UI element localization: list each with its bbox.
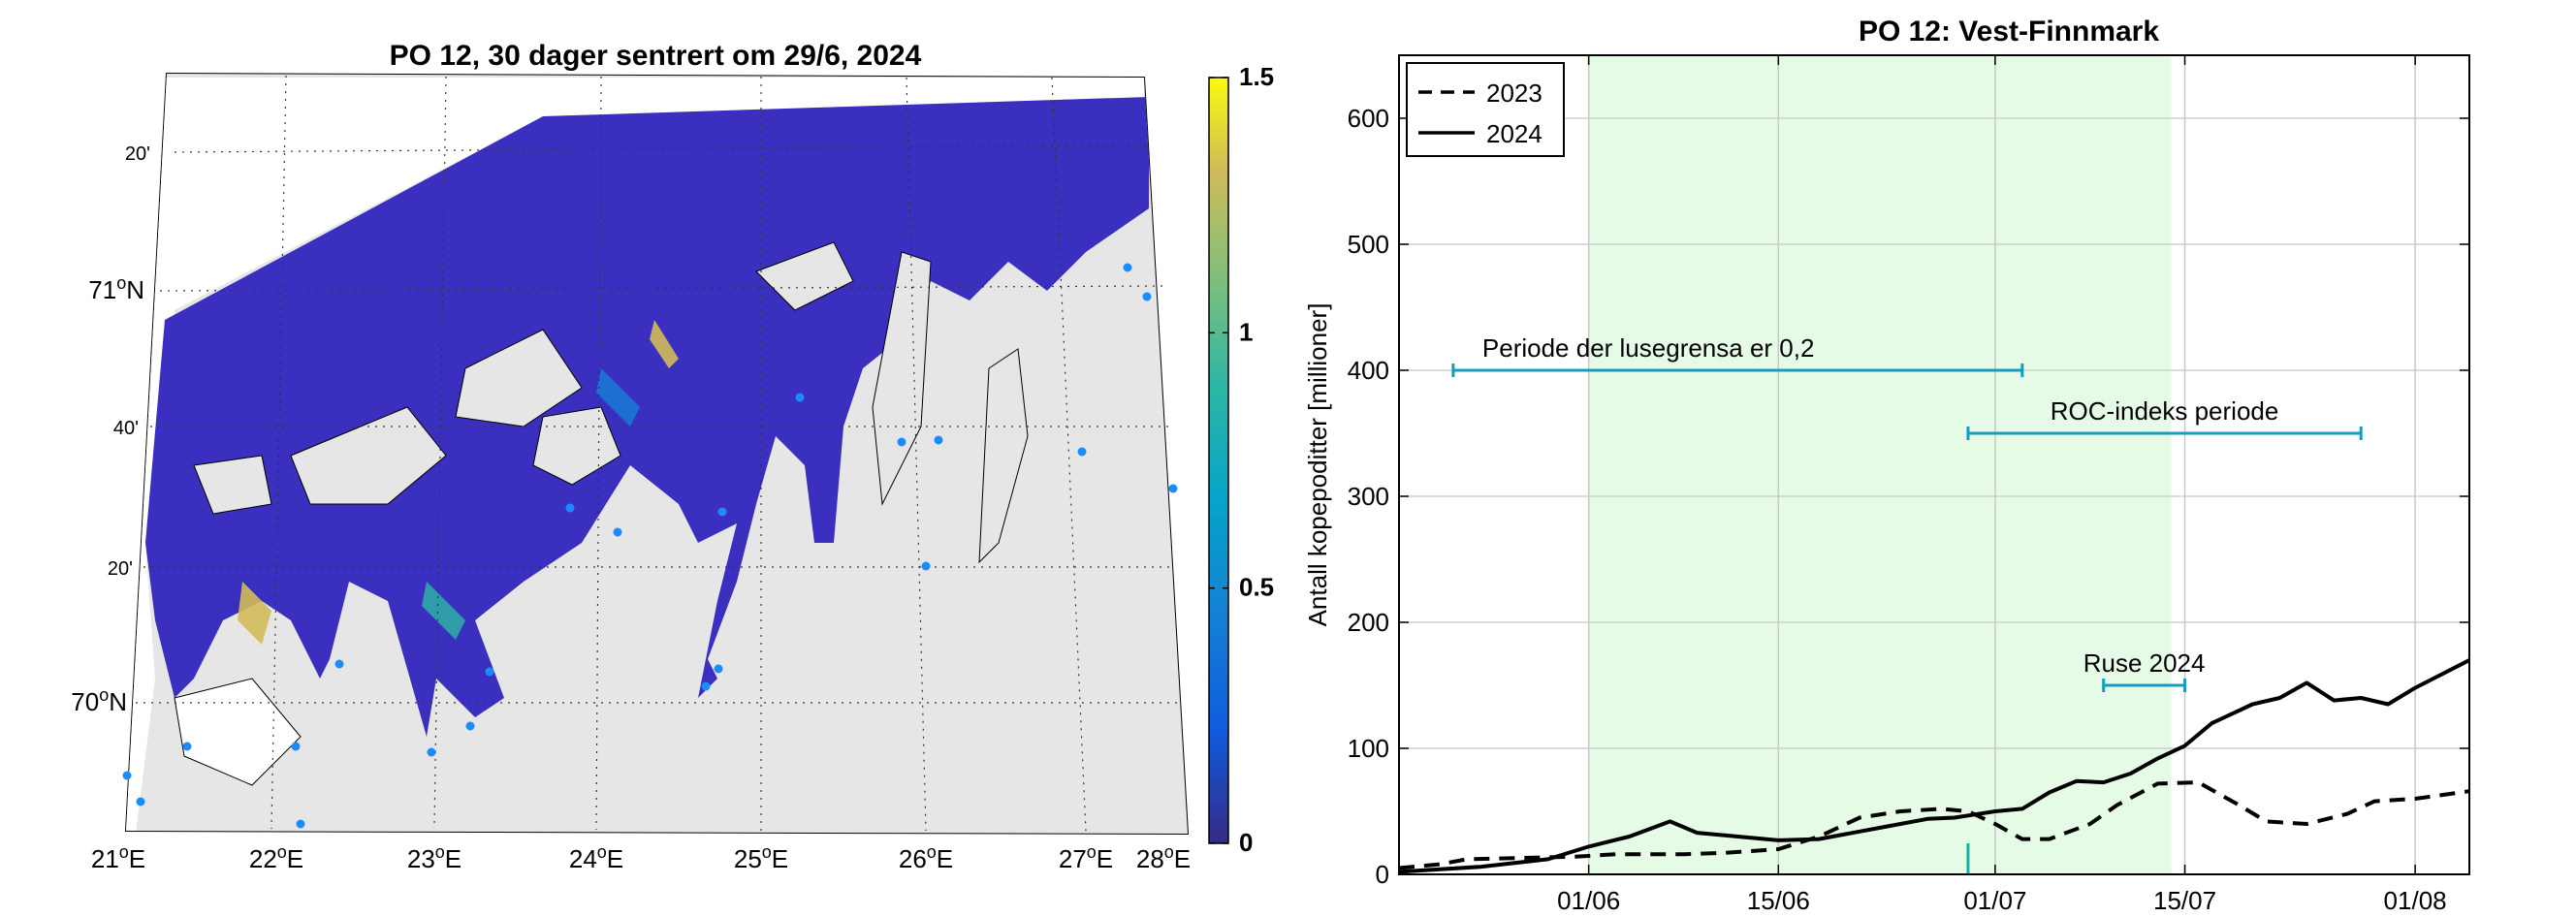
legend: 2023 2024 bbox=[1406, 62, 1565, 157]
fjord-high-value bbox=[650, 320, 679, 368]
y-axis-label: Antall kopepoditter [millioner] bbox=[1303, 303, 1332, 627]
lon-tick-label: 25oE bbox=[734, 842, 788, 873]
degree-symbol: o bbox=[116, 273, 126, 293]
series-line-2024 bbox=[1398, 658, 2470, 874]
map-chart: PO 12, 30 dager sentrert om 29/6, 2024 bbox=[71, 40, 1274, 873]
lat-tick-label: 20' bbox=[125, 143, 150, 165]
degree-symbol: o bbox=[277, 842, 287, 862]
colorbar-tick-label: 0 bbox=[1239, 828, 1253, 857]
y-tick-label: 100 bbox=[1348, 734, 1389, 763]
outer-sea bbox=[126, 78, 1144, 834]
lon-tick-labels: 21oE 22oE 23oE 24oE 25oE 26oE 27oE 28oE bbox=[91, 842, 1191, 873]
colorbar-tick-label: 1.5 bbox=[1239, 62, 1274, 91]
lat-tick-label: 70oN bbox=[71, 685, 127, 716]
period-annotation: Periode der lusegrensa er 0,2 bbox=[1451, 333, 2024, 377]
station-markers bbox=[122, 263, 1178, 829]
colorbar-ticks: 1.5 1 0.5 0 bbox=[1209, 62, 1274, 857]
fjord-medium-value bbox=[422, 582, 465, 640]
degree-symbol: o bbox=[927, 842, 937, 862]
series-line-2023 bbox=[1398, 780, 2470, 870]
line-panel: PO 12: Vest-Finnmark Periode der lusegre… bbox=[1260, 0, 2576, 917]
island bbox=[290, 406, 447, 505]
island bbox=[872, 251, 932, 506]
x-tick-label: 01/07 bbox=[1963, 886, 2026, 915]
map-title: PO 12, 30 dager sentrert om 29/6, 2024 bbox=[390, 40, 922, 72]
y-tick-label: 500 bbox=[1348, 230, 1389, 259]
degree-symbol: o bbox=[99, 685, 109, 705]
period-annotation-label: Ruse 2024 bbox=[2083, 648, 2206, 678]
line-axes-box bbox=[1398, 54, 2470, 875]
lon-tick-label: 23oE bbox=[407, 842, 461, 873]
colorbar bbox=[1208, 77, 1229, 844]
island bbox=[755, 241, 854, 311]
lon-tick-label: 21oE bbox=[91, 842, 145, 873]
lat-tick-label: 40' bbox=[113, 418, 139, 439]
x-tick-label: 01/06 bbox=[1557, 886, 1620, 915]
lon-tick-label: 24oE bbox=[569, 842, 623, 873]
y-tick-label: 200 bbox=[1348, 608, 1389, 637]
period-annotation: ROC-indeks periode bbox=[1966, 396, 2363, 440]
lat-tick-label: 20' bbox=[108, 558, 133, 580]
lat-tick-label: 71oN bbox=[88, 273, 144, 304]
degree-symbol: o bbox=[435, 842, 445, 862]
island bbox=[455, 329, 583, 427]
graticule bbox=[136, 75, 1181, 833]
degree-symbol: o bbox=[1087, 842, 1097, 862]
lon-tick-label: 27oE bbox=[1059, 842, 1113, 873]
x-tick-label: 15/06 bbox=[1747, 886, 1810, 915]
y-tick-label: 600 bbox=[1348, 104, 1389, 133]
island bbox=[193, 455, 272, 515]
lon-tick-label: 22oE bbox=[249, 842, 303, 873]
island bbox=[978, 348, 1029, 564]
degree-symbol: o bbox=[119, 842, 129, 862]
lon-tick-label: 26oE bbox=[899, 842, 953, 873]
lon-tick-label: 28oE bbox=[1136, 842, 1191, 873]
lat-tick-labels: 20' 71oN 40' 20' 70oN bbox=[71, 143, 150, 716]
map-panel: PO 12, 30 dager sentrert om 29/6, 2024 bbox=[71, 40, 1274, 873]
y-tick-label: 300 bbox=[1348, 482, 1389, 511]
degree-symbol: o bbox=[1164, 842, 1174, 862]
y-tick-label: 400 bbox=[1348, 356, 1389, 385]
ocean-concentration-field bbox=[145, 97, 1149, 737]
colorbar-tick-label: 0.5 bbox=[1239, 573, 1274, 602]
shaded-period bbox=[1588, 55, 2172, 874]
period-annotation-label: ROC-indeks periode bbox=[2051, 396, 2279, 426]
x-tick-label: 15/07 bbox=[2153, 886, 2216, 915]
colorbar-tick-label: 1 bbox=[1239, 317, 1253, 346]
line-chart: PO 12: Vest-Finnmark Periode der lusegre… bbox=[1303, 16, 2470, 915]
degree-symbol: o bbox=[597, 842, 607, 862]
lake bbox=[174, 678, 302, 786]
legend-label: 2023 bbox=[1486, 79, 1542, 108]
line-title: PO 12: Vest-Finnmark bbox=[1859, 16, 2159, 47]
x-tick-label: 01/08 bbox=[2384, 886, 2447, 915]
y-tick-label: 0 bbox=[1376, 860, 1389, 889]
period-annotation-label: Periode der lusegrensa er 0,2 bbox=[1482, 333, 1815, 363]
degree-symbol: o bbox=[762, 842, 772, 862]
fjord-medium-value bbox=[596, 368, 640, 427]
fjord-high-value bbox=[238, 582, 271, 645]
period-annotation: Ruse 2024 bbox=[2083, 648, 2206, 692]
legend-label: 2024 bbox=[1486, 119, 1542, 148]
